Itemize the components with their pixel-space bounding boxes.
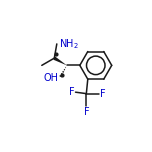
Text: F: F [83,107,89,117]
Text: F: F [69,87,74,97]
Text: OH: OH [44,73,59,83]
Polygon shape [53,57,67,65]
Text: F: F [100,89,105,99]
Text: NH$_2$: NH$_2$ [59,37,79,51]
